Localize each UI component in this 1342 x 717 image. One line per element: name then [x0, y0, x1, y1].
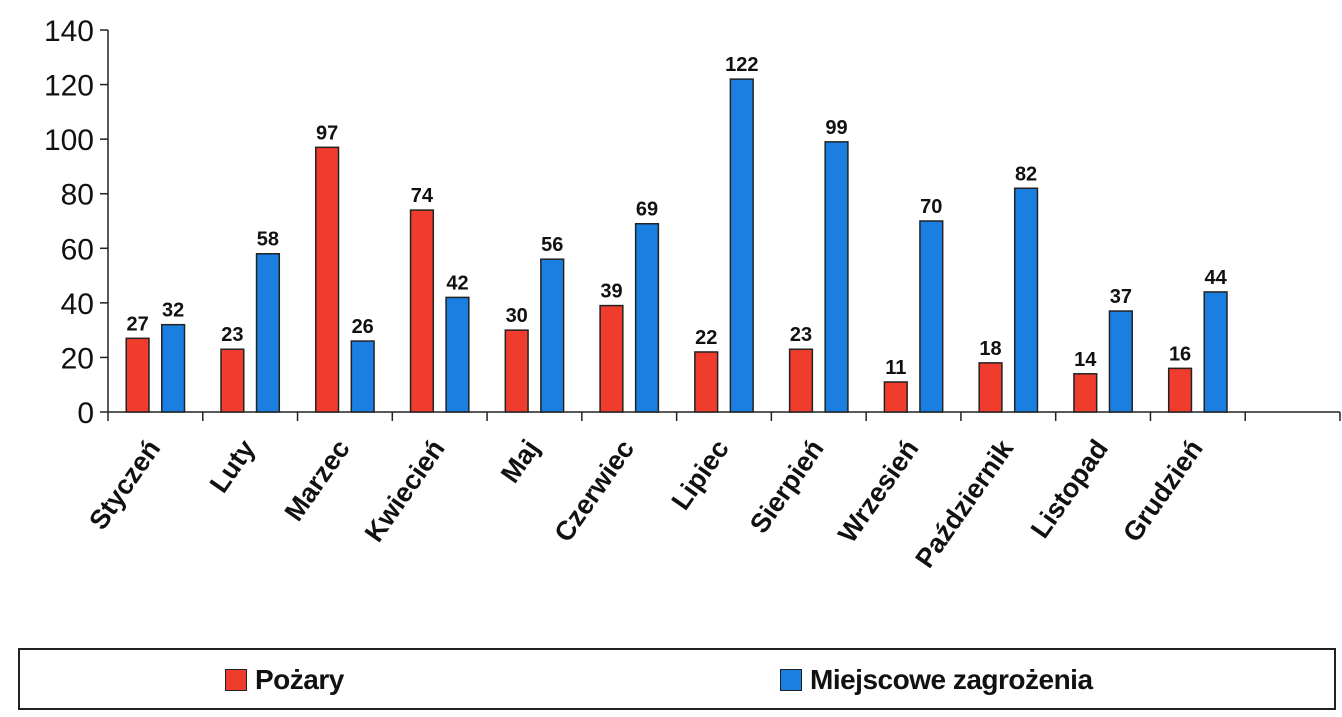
data-label: 37 [1110, 286, 1132, 308]
x-tick-label: Luty [204, 434, 261, 498]
y-tick-label: 0 [77, 397, 94, 430]
y-tick-label: 140 [44, 15, 94, 48]
y-tick-label: 60 [61, 233, 94, 266]
data-labels: 27 32 23 58 97 26 74 42 30 56 39 69 22 122 23 99 11 70 18 8… [126, 54, 1227, 379]
data-label: 23 [790, 324, 812, 346]
bar-miejscowe-zagrozenia [919, 220, 944, 413]
y-tick-label: 80 [61, 179, 94, 212]
data-label: 30 [506, 305, 528, 327]
y-tick-label: 120 [44, 70, 94, 103]
x-tick-label: Styczeń [83, 434, 166, 535]
x-tick-label: Sierpień [744, 434, 830, 538]
bar-miejscowe-zagrozenia [350, 340, 375, 413]
bar-miejscowe-zagrozenia [729, 78, 754, 413]
data-label: 99 [825, 117, 847, 139]
data-label: 82 [1015, 163, 1037, 185]
legend-item-miejscowe-zagrozenia: Miejscowe zagrożenia [780, 664, 1093, 696]
data-label: 58 [257, 229, 279, 251]
x-tick-label: Maj [495, 434, 545, 488]
x-tick-label: Czerwiec [548, 434, 640, 547]
bar-pozary [1167, 367, 1193, 413]
bar-miejscowe-zagrozenia [540, 258, 565, 413]
bar-miejscowe-zagrozenia [255, 252, 281, 413]
bar-pozary [409, 209, 435, 413]
x-tick-label: Marzec [279, 434, 356, 526]
bar-pozary [883, 381, 908, 413]
data-label: 122 [725, 54, 758, 76]
data-label: 16 [1169, 343, 1191, 365]
data-label: 97 [316, 122, 338, 144]
x-tick-label: Kwiecień [359, 434, 451, 547]
bar-miejscowe-zagrozenia [161, 323, 186, 413]
bar-miejscowe-zagrozenia [1013, 187, 1039, 413]
bar-pozary [978, 362, 1003, 413]
data-label: 74 [411, 185, 434, 207]
bar-pozary [694, 351, 719, 413]
bar-pozary [504, 329, 529, 413]
x-tick-label: Wrzesień [832, 434, 924, 548]
data-label: 42 [446, 272, 468, 294]
data-label: 22 [695, 327, 717, 349]
bar-miejscowe-zagrozenia [824, 141, 849, 413]
data-label: 39 [600, 281, 622, 303]
data-label: 44 [1204, 267, 1227, 289]
data-label: 32 [162, 300, 184, 322]
bars [125, 78, 1228, 413]
bar-chart: 0 20 40 60 80 100 120 140 Styczeń Luty Marzec Kwie… [44, 15, 1341, 573]
data-label: 69 [636, 199, 658, 221]
data-label: 14 [1074, 349, 1097, 371]
y-tick-label: 40 [61, 288, 94, 321]
x-tick-label: Październik [909, 433, 1019, 573]
x-tick-label: Lipiec [666, 434, 735, 515]
y-tick-label: 100 [44, 124, 94, 157]
legend-label-miejscowe-zagrozenia: Miejscowe zagrożenia [810, 664, 1093, 695]
x-axis: Styczeń Luty Marzec Kwiecień Maj Czerwiec Lipi… [83, 411, 1341, 573]
bar-miejscowe-zagrozenia [634, 222, 660, 413]
bar-miejscowe-zagrozenia [445, 296, 470, 413]
data-label: 18 [979, 338, 1001, 360]
y-axis: 0 20 40 60 80 100 120 140 [44, 15, 109, 430]
bar-pozary [315, 146, 340, 413]
data-label: 27 [126, 313, 148, 335]
bar-miejscowe-zagrozenia [1203, 291, 1228, 413]
y-tick-label: 20 [61, 342, 94, 375]
bar-pozary [599, 304, 624, 413]
data-label: 70 [920, 196, 942, 218]
legend-label-pozary: Pożary [255, 664, 344, 695]
data-label: 23 [221, 324, 243, 346]
x-tick-label: Grudzień [1117, 434, 1209, 547]
bar-miejscowe-zagrozenia [1108, 310, 1133, 413]
bar-pozary [1073, 373, 1098, 413]
legend-item-pozary: Pożary [225, 664, 344, 696]
legend: Pożary Miejscowe zagrożenia [18, 648, 1336, 710]
bar-pozary [220, 348, 245, 413]
legend-swatch-miejscowe-zagrozenia [780, 669, 802, 691]
data-label: 56 [541, 234, 563, 256]
legend-swatch-pozary [225, 669, 247, 691]
data-label: 26 [352, 316, 374, 338]
x-tick-label: Listopad [1025, 434, 1114, 543]
bar-pozary [125, 337, 150, 413]
bar-pozary [788, 348, 814, 413]
data-label: 11 [885, 357, 906, 379]
